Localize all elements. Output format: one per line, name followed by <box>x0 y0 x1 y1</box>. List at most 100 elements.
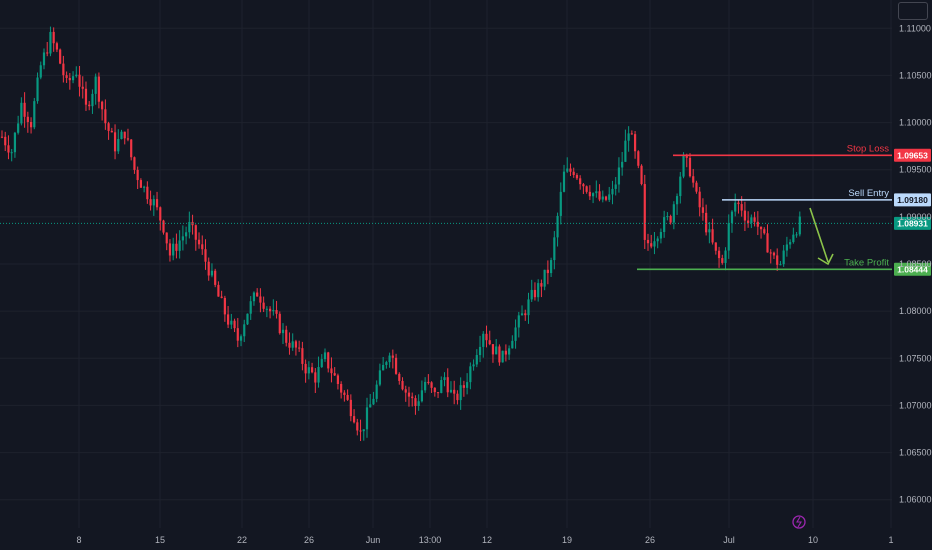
candle-body <box>517 315 520 328</box>
candle-body <box>172 243 175 256</box>
candle-body <box>708 229 711 233</box>
candle-body <box>375 384 378 399</box>
candle-body <box>401 380 404 390</box>
candle-body <box>614 184 617 189</box>
candle-body <box>36 77 39 102</box>
candle-body <box>398 373 401 381</box>
candle-body <box>17 123 20 133</box>
projection-arrow-shaft <box>809 207 829 263</box>
candle-body <box>10 152 13 154</box>
candle-body <box>759 226 763 230</box>
candle-body <box>717 250 721 259</box>
candle-body <box>501 350 504 363</box>
level-label: Sell Entry <box>848 188 889 199</box>
candle-body <box>714 242 717 251</box>
candle-body <box>39 65 42 78</box>
y-tick-label: 1.10000 <box>899 118 932 128</box>
candle-body <box>456 393 459 401</box>
candle-body <box>204 249 207 262</box>
candle-body <box>672 204 675 223</box>
candle-body <box>49 31 52 54</box>
candle-body <box>520 313 524 316</box>
candle-body <box>330 368 333 374</box>
candle-body <box>449 389 453 393</box>
x-tick-label: 10 <box>808 535 818 545</box>
current-price-tag-text: 1.08931 <box>897 218 928 228</box>
candle-body <box>175 243 178 251</box>
candle-body <box>724 250 727 263</box>
candle-body <box>698 191 701 208</box>
candle-body <box>304 363 307 374</box>
candle-body <box>495 346 498 355</box>
y-tick-label: 1.11000 <box>899 23 931 33</box>
candle-body <box>314 372 317 383</box>
candle-body <box>307 367 310 374</box>
candle-body <box>459 385 462 401</box>
candle-body <box>107 123 110 131</box>
candle-body <box>256 292 259 297</box>
y-tick-label: 1.07000 <box>899 400 932 410</box>
y-tick-label: 1.09500 <box>899 165 932 175</box>
x-tick-label: 15 <box>155 535 165 545</box>
candle-body <box>391 355 394 358</box>
candle-body <box>404 389 407 393</box>
candle-body <box>424 381 427 391</box>
candle-body <box>498 346 501 363</box>
candle-body <box>550 260 553 274</box>
candle-body <box>633 134 637 152</box>
candle-body <box>188 221 191 233</box>
candle-body <box>278 313 281 334</box>
candle-body <box>766 233 769 253</box>
candle-body <box>433 387 436 393</box>
candle-body <box>336 375 340 384</box>
x-tick-label: 26 <box>645 535 655 545</box>
candle-body <box>275 310 278 314</box>
candle-body <box>75 74 78 77</box>
candle-body <box>604 196 608 200</box>
candle-body <box>446 377 449 393</box>
candle-body <box>469 366 472 383</box>
chart-extras <box>792 207 834 529</box>
candle-body <box>566 168 569 172</box>
candle-body <box>298 347 301 349</box>
candle-body <box>769 252 772 254</box>
candle-body <box>217 284 220 297</box>
time-axis[interactable]: 8 15 22 26 Jun 13:00 12 19 26 Jul 10 1 <box>76 535 893 545</box>
candle-body <box>562 171 566 192</box>
candle-body <box>540 283 543 287</box>
candle-body <box>659 232 663 239</box>
candle-body <box>478 346 482 356</box>
candle-body <box>13 132 17 153</box>
y-tick-label: 1.10500 <box>899 70 932 80</box>
candle-body <box>750 217 753 224</box>
candle-body <box>737 202 740 205</box>
lightning-icon <box>792 515 806 529</box>
candle-body <box>343 392 346 395</box>
candle-body <box>453 389 456 394</box>
chart-settings-button[interactable] <box>898 2 928 20</box>
price-axis[interactable]: 1.11000 1.10500 1.10000 1.09500 1.09000 1.085… <box>899 23 932 504</box>
candle-body <box>78 74 81 87</box>
candle-body <box>621 161 624 168</box>
candle-body <box>669 216 672 223</box>
candle-body <box>756 221 759 227</box>
x-tick-label: Jun <box>366 535 381 545</box>
candle-body <box>611 188 614 195</box>
candle-body <box>349 399 352 417</box>
candle-body <box>436 392 440 394</box>
candle-body <box>356 422 359 431</box>
candle-body <box>239 336 243 341</box>
candle-body <box>362 429 365 432</box>
candle-body <box>795 234 798 236</box>
current-price-tag <box>894 216 931 230</box>
level-price-tag-text: 1.08444 <box>897 264 928 274</box>
candle-body <box>637 151 640 166</box>
candle-body <box>695 182 698 192</box>
candle-body <box>727 223 730 251</box>
candle-body <box>753 217 756 222</box>
candle-body <box>575 175 579 179</box>
candle-body <box>482 333 485 347</box>
x-tick-label: Jul <box>723 535 735 545</box>
candle-body <box>772 252 776 256</box>
